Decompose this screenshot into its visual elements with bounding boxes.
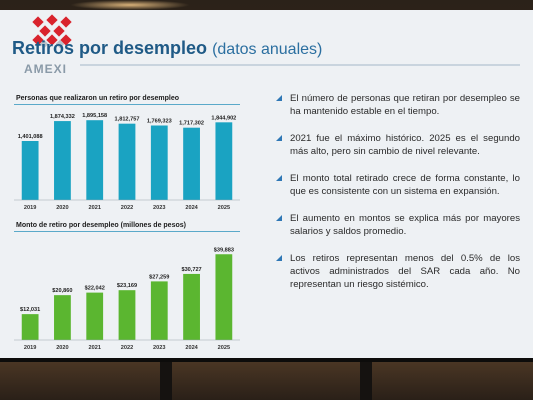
tick-label-2020: 2020 bbox=[56, 345, 68, 351]
brand-name: AMEXI bbox=[24, 62, 68, 76]
bar-2021 bbox=[86, 292, 104, 340]
slide-subtitle: (datos anuales) bbox=[212, 41, 323, 58]
chart-people-withdrawals: 1,401,088 2019 1,874,332 2020 1,895,158 2021 1… bbox=[14, 113, 240, 211]
bar-2022 bbox=[118, 123, 136, 200]
data-label-2019: 1,401,088 bbox=[18, 134, 43, 140]
data-label-2022: $23,169 bbox=[117, 283, 137, 289]
title-divider bbox=[80, 64, 520, 66]
data-label-2023: 1,769,323 bbox=[147, 119, 172, 125]
data-label-2024: 1,717,302 bbox=[179, 121, 204, 127]
tick-label-2021: 2021 bbox=[88, 205, 100, 211]
bar-2023 bbox=[150, 125, 168, 200]
bullet-triangle-icon bbox=[276, 135, 282, 141]
tick-label-2024: 2024 bbox=[185, 345, 198, 351]
chart-1-rule bbox=[14, 104, 240, 105]
data-label-2023: $27,259 bbox=[149, 274, 169, 280]
tick-label-2025: 2025 bbox=[218, 345, 230, 351]
data-label-2021: $22,042 bbox=[85, 286, 105, 292]
bullet-item: El aumento en montos se explica más por … bbox=[276, 212, 520, 238]
chart-1-title: Personas que realizaron un retiro por de… bbox=[16, 95, 179, 102]
chart-2-title: Monto de retiro por desempleo (millones … bbox=[16, 222, 186, 229]
tick-label-2023: 2023 bbox=[153, 205, 165, 211]
bullet-list: El número de personas que retiran por de… bbox=[276, 92, 520, 305]
tick-label-2022: 2022 bbox=[121, 205, 133, 211]
slide-title: Retiros por desempleo (datos anuales) bbox=[12, 38, 322, 59]
bar-2020 bbox=[54, 295, 71, 340]
chart-withdrawal-amount: $12,031 2019 $20,860 2020 $22,042 2021 $23,169… bbox=[14, 247, 240, 351]
screen-stand-right bbox=[360, 362, 372, 400]
bullet-triangle-icon bbox=[276, 215, 282, 221]
bar-2024 bbox=[183, 273, 200, 340]
slide-title-main: Retiros por desempleo bbox=[12, 38, 208, 58]
data-label-2025: 1,844,902 bbox=[211, 115, 236, 121]
bar-2019 bbox=[21, 314, 39, 340]
bar-2025 bbox=[215, 254, 233, 340]
bullet-item: Los retiros representan menos del 0.5% d… bbox=[276, 252, 520, 291]
tick-label-2021: 2021 bbox=[88, 345, 100, 351]
bullet-item: El número de personas que retiran por de… bbox=[276, 92, 520, 118]
tick-label-2022: 2022 bbox=[121, 345, 133, 351]
tick-label-2019: 2019 bbox=[24, 205, 36, 211]
data-label-2024: $30,727 bbox=[181, 267, 201, 273]
tick-label-2024: 2024 bbox=[185, 205, 198, 211]
bar-2024 bbox=[183, 127, 200, 200]
tick-label-2020: 2020 bbox=[56, 205, 68, 211]
bullet-item: 2021 fue el máximo histórico. 2025 es el… bbox=[276, 132, 520, 158]
room-floor bbox=[0, 362, 533, 400]
data-label-2020: 1,874,332 bbox=[50, 114, 75, 120]
data-label-2020: $20,860 bbox=[52, 288, 72, 294]
tick-label-2025: 2025 bbox=[218, 205, 230, 211]
bullet-triangle-icon bbox=[276, 175, 282, 181]
bar-2019 bbox=[21, 141, 39, 200]
bullet-triangle-icon bbox=[276, 255, 282, 261]
bullet-triangle-icon bbox=[276, 95, 282, 101]
bar-2020 bbox=[54, 121, 71, 200]
ceiling-light bbox=[70, 0, 190, 10]
amexi-logo-icon bbox=[32, 14, 72, 49]
data-label-2025: $39,883 bbox=[214, 247, 234, 253]
data-label-2022: 1,812,757 bbox=[115, 117, 140, 123]
chart-2-rule bbox=[14, 231, 240, 232]
data-label-2019: $12,031 bbox=[20, 307, 40, 313]
bullet-item: El monto total retirado crece de forma c… bbox=[276, 172, 520, 198]
bar-2025 bbox=[215, 122, 233, 200]
bar-2023 bbox=[150, 281, 168, 340]
bar-2022 bbox=[118, 290, 136, 340]
tick-label-2023: 2023 bbox=[153, 345, 165, 351]
bar-2021 bbox=[86, 120, 104, 200]
data-label-2021: 1,895,158 bbox=[82, 113, 107, 119]
tick-label-2019: 2019 bbox=[24, 345, 36, 351]
screen-stand-left bbox=[160, 362, 172, 400]
